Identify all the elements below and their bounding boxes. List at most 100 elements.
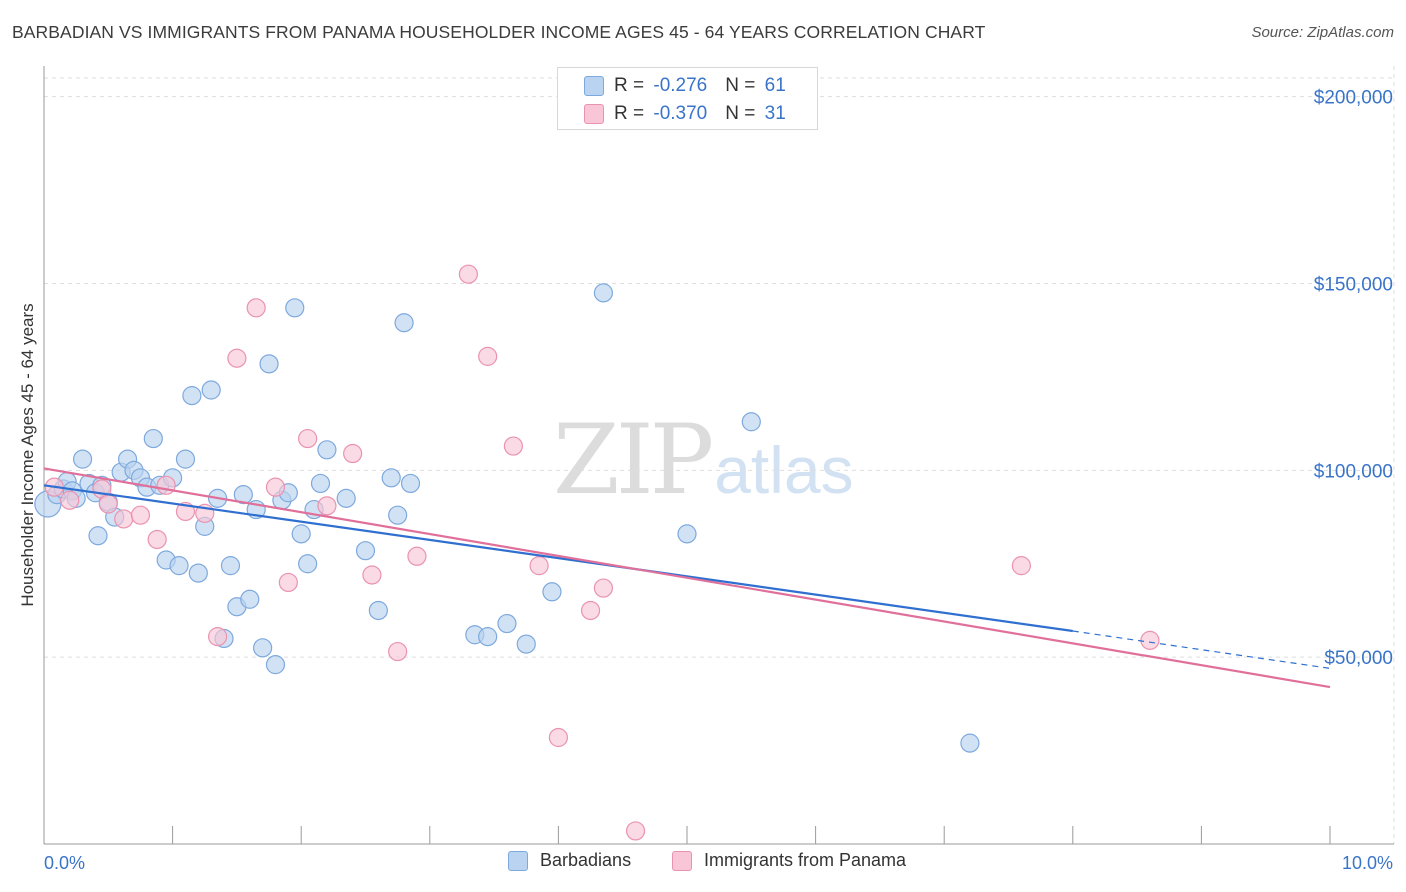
panama-point: [343, 443, 363, 464]
y-tick-label: $150,000: [1314, 275, 1393, 296]
barbadians-point: [478, 627, 498, 647]
barbadians-point: [143, 428, 163, 449]
r-value: -0.276: [653, 75, 708, 96]
panama-point: [156, 475, 176, 495]
panama-point: [246, 298, 266, 318]
watermark-zip: ZIP: [553, 404, 714, 516]
panama-point: [130, 505, 151, 525]
series-legend: Barbadians Immigrants from Panama: [0, 850, 1406, 878]
panama-point: [1011, 556, 1031, 576]
n-label: N =: [725, 103, 761, 124]
barbadians-point: [741, 412, 761, 432]
tick-labels: $50,000 $100,000 $150,000 $200,000 0.0% 10.0%: [44, 88, 1393, 873]
correlation-legend: R = -0.276 N = 61 R = -0.370 N = 31: [557, 67, 818, 130]
barbadians-point: [291, 524, 311, 544]
barbadians-point: [233, 485, 253, 505]
panama-point: [317, 496, 337, 516]
panama-point: [147, 529, 167, 550]
panama-point: [388, 641, 408, 662]
legend-item-panama: Immigrants from Panama: [672, 850, 906, 871]
barbadians-point: [259, 354, 279, 374]
y-tick-label: $200,000: [1314, 88, 1393, 109]
panama-points: [44, 264, 1160, 841]
barbadians-point: [355, 541, 376, 561]
panama-point: [265, 477, 286, 497]
barbadians-point: [182, 386, 202, 406]
barbadians-point: [188, 563, 208, 583]
r-value: -0.370: [653, 103, 708, 124]
barbadians-point: [253, 638, 273, 658]
barbadians-point: [220, 556, 241, 576]
axes: [43, 66, 1394, 845]
panama-point: [114, 509, 134, 529]
panama-point: [503, 436, 523, 456]
panama-point: [60, 490, 80, 510]
panama-point: [580, 600, 601, 621]
barbadians-point: [497, 613, 517, 634]
panama-point: [98, 494, 118, 514]
r-label: R =: [614, 75, 650, 96]
barbadians-point: [394, 313, 414, 333]
y-axis-label: Householder Income Ages 45 - 64 years: [18, 303, 37, 607]
barbadians-point: [960, 733, 980, 753]
panama-point: [593, 578, 614, 598]
r-label: R =: [614, 103, 650, 124]
panama-point: [362, 565, 382, 585]
panama-swatch: [584, 104, 604, 124]
chart-title: BARBADIAN VS IMMIGRANTS FROM PANAMA HOUS…: [12, 22, 986, 42]
panama-point: [227, 348, 247, 368]
legend-item-barbadians: Barbadians: [508, 850, 631, 871]
barbadians-point: [388, 505, 408, 525]
n-value: 31: [764, 103, 786, 124]
barbadians-point: [368, 600, 388, 621]
gridlines: [44, 66, 1395, 844]
panama-point: [298, 428, 318, 449]
barbadians-point: [175, 449, 196, 469]
y-tick-label: $50,000: [1324, 648, 1393, 669]
barbadians-point: [265, 655, 286, 675]
panama-point: [208, 627, 228, 647]
barbadians-point: [381, 468, 401, 488]
barbadians-point: [310, 473, 331, 494]
x-tick-label: 10.0%: [1342, 853, 1393, 873]
panama-legend-swatch: [672, 850, 692, 871]
barbadians-point: [516, 634, 536, 654]
panama-point: [1140, 630, 1160, 650]
barbadians-point: [542, 582, 562, 602]
barbadians-point: [677, 524, 697, 544]
barbadians-point: [72, 449, 93, 469]
trend-lines: [43, 467, 1331, 689]
legend-row-panama: R = -0.370 N = 31: [584, 102, 786, 126]
barbadians-point: [88, 526, 108, 546]
panama-point: [548, 727, 569, 748]
legend-label-panama: Immigrants from Panama: [704, 850, 907, 870]
legend-label-barbadians: Barbadians: [540, 850, 632, 870]
panama-point: [529, 556, 549, 576]
n-value: 61: [764, 75, 786, 96]
panama-point: [458, 264, 478, 284]
barbadians-point: [317, 440, 337, 460]
legend-row-barbadians: R = -0.276 N = 61: [584, 74, 786, 98]
barbadians-point: [336, 488, 356, 508]
y-tick-label: $100,000: [1314, 461, 1393, 482]
barbadians-point: [400, 473, 421, 494]
barbadians-point: [201, 380, 221, 400]
barbadians-point: [298, 554, 318, 574]
barbadians-swatch: [584, 76, 604, 96]
barbadians-points: [34, 283, 980, 753]
barbadians-point: [169, 556, 189, 576]
panama-point: [278, 572, 298, 593]
panama-point: [625, 821, 646, 841]
barbadians-trend-line: [43, 484, 1073, 633]
x-tick-label: 0.0%: [44, 853, 85, 873]
barbadians-point: [240, 589, 260, 609]
barbadians-point: [593, 283, 614, 303]
panama-point: [407, 546, 427, 566]
barbadians-point: [285, 298, 305, 318]
panama-trend-line: [43, 467, 1331, 689]
panama-point: [478, 346, 498, 366]
source-label: Source: ZipAtlas.com: [1251, 24, 1394, 41]
n-label: N =: [725, 75, 761, 96]
barbadians-legend-swatch: [508, 850, 528, 871]
